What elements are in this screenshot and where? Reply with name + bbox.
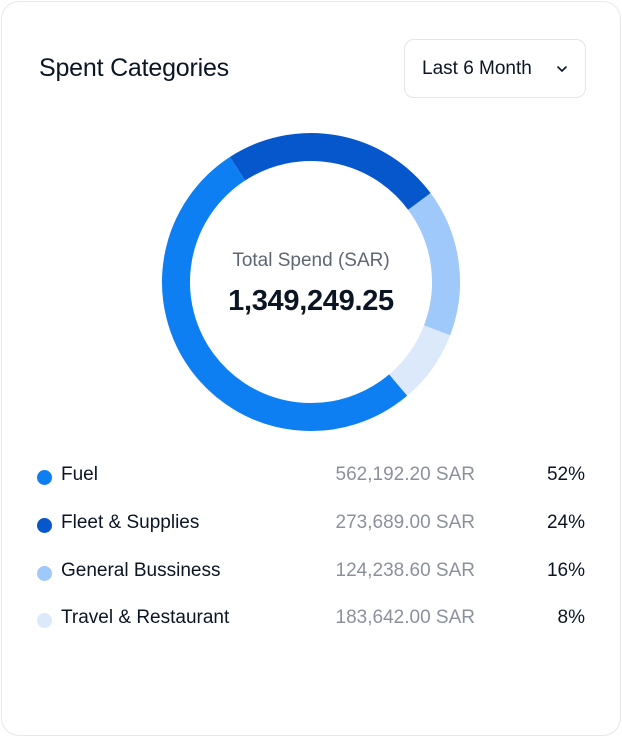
legend-percent: 52% bbox=[546, 464, 585, 485]
legend-dot bbox=[37, 518, 52, 533]
legend-percent: 16% bbox=[546, 560, 585, 581]
total-spend-label: Total Spend (SAR) bbox=[232, 250, 390, 271]
legend-item-travel-restaurant: Travel & Restaurant 183,642.00 SAR 8% bbox=[37, 605, 585, 635]
legend-amount: 124,238.60 SAR bbox=[335, 560, 475, 581]
period-dropdown[interactable]: Last 6 Month bbox=[404, 39, 586, 98]
legend-dot bbox=[37, 613, 52, 628]
legend-item-general-business: General Bussiness 124,238.60 SAR 16% bbox=[37, 558, 585, 588]
legend-amount: 183,642.00 SAR bbox=[335, 607, 475, 628]
legend-category: Fleet & Supplies bbox=[61, 512, 200, 533]
legend-item-fleet-supplies: Fleet & Supplies 273,689.00 SAR 24% bbox=[37, 510, 585, 540]
chevron-down-icon bbox=[557, 66, 567, 72]
legend-category: Travel & Restaurant bbox=[61, 607, 230, 628]
legend-amount: 562,192.20 SAR bbox=[335, 464, 475, 485]
legend-item-fuel: Fuel 562,192.20 SAR 52% bbox=[37, 462, 585, 492]
period-dropdown-label: Last 6 Month bbox=[422, 57, 532, 79]
legend-dot bbox=[37, 470, 52, 485]
legend-category: Fuel bbox=[61, 464, 98, 485]
legend-amount: 273,689.00 SAR bbox=[335, 512, 475, 533]
card-title: Spent Categories bbox=[39, 54, 229, 82]
legend-category: General Bussiness bbox=[61, 560, 221, 581]
legend-percent: 8% bbox=[557, 607, 585, 628]
legend-percent: 24% bbox=[546, 512, 585, 533]
total-spend-value: 1,349,249.25 bbox=[228, 285, 394, 317]
legend-dot bbox=[37, 566, 52, 581]
